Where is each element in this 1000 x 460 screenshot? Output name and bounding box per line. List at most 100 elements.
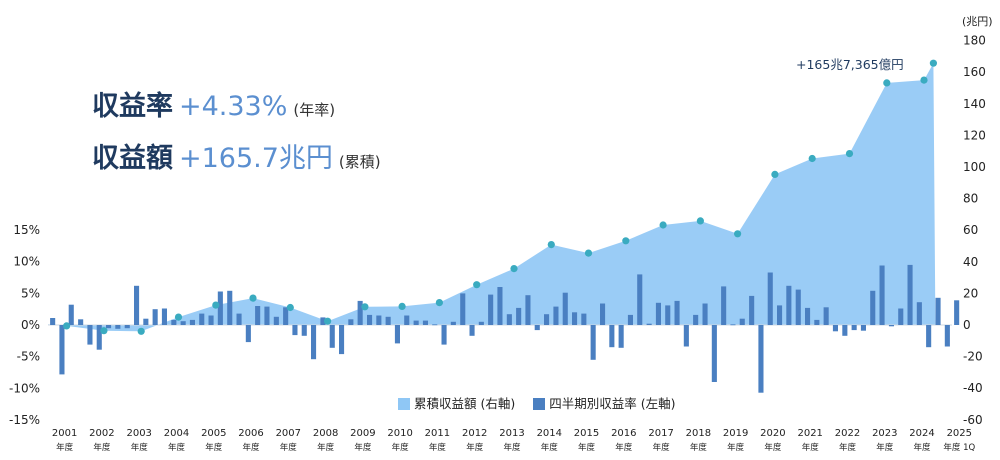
quarterly-bar-10: [143, 318, 149, 325]
x-tick-sub-17: 年度: [690, 442, 708, 453]
quarterly-bar-52: [534, 325, 540, 331]
x-tick-sub-1: 年度: [93, 442, 111, 453]
right-axis-tick-0: 180: [963, 34, 986, 48]
quarterly-bar-45: [469, 325, 475, 336]
quarterly-bar-40: [422, 320, 428, 325]
x-tick-sub-22: 年度: [876, 442, 894, 453]
quarterly-bar-97: [954, 300, 960, 325]
quarterly-bar-77: [767, 272, 773, 325]
quarterly-bar-72: [721, 286, 727, 325]
quarterly-bar-53: [544, 314, 550, 325]
quarterly-bar-57: [581, 313, 587, 325]
cumulative-point-4: [212, 301, 220, 309]
quarterly-bar-47: [488, 294, 494, 325]
left-axis-tick-0: 15%: [13, 223, 40, 237]
quarterly-bar-55: [562, 292, 568, 325]
quarterly-bar-93: [916, 302, 922, 325]
x-tick-year-15: 2016: [611, 428, 636, 439]
quarterly-bar-42: [441, 325, 447, 345]
quarterly-bar-26: [292, 325, 298, 336]
quarterly-bar-19: [227, 290, 233, 325]
x-tick-sub-7: 年度: [317, 442, 335, 453]
quarterly-bar-59: [600, 303, 606, 325]
quarterly-bar-3: [78, 319, 84, 325]
quarterly-bar-16: [199, 313, 205, 325]
x-tick-sub-14: 年度: [578, 442, 596, 453]
x-tick-sub-19: 年度: [764, 442, 782, 453]
quarterly-bar-60: [609, 325, 615, 348]
cumulative-point-3: [174, 313, 183, 321]
x-tick-year-16: 2017: [648, 428, 673, 439]
x-tick-sub-3: 年度: [168, 442, 186, 453]
quarterly-bar-39: [413, 320, 419, 325]
quarterly-bar-4: [87, 325, 93, 345]
quarterly-bar-33: [357, 300, 363, 325]
x-tick-sub-24: 年度 1Q: [943, 442, 975, 453]
quarterly-bar-64: [646, 323, 652, 325]
quarterly-bar-31: [339, 325, 345, 355]
x-tick-sub-2: 年度: [131, 442, 149, 453]
quarterly-bar-90: [888, 325, 894, 327]
right-axis-tick-8: 20: [963, 286, 978, 300]
quarterly-bar-24: [273, 316, 279, 325]
quarterly-bar-12: [161, 308, 167, 325]
x-tick-year-18: 2019: [723, 428, 748, 439]
quarterly-bar-69: [693, 314, 699, 325]
quarterly-bar-49: [506, 314, 512, 325]
quarterly-bar-74: [739, 318, 745, 325]
quarterly-bar-6: [106, 325, 112, 329]
right-axis-tick-2: 140: [963, 97, 986, 111]
quarterly-bar-73: [730, 324, 736, 326]
quarterly-bar-89: [879, 265, 885, 325]
x-tick-sub-21: 年度: [839, 442, 857, 453]
cumulative-point-18: [734, 230, 742, 238]
quarterly-bar-28: [311, 325, 317, 360]
x-tick-year-9: 2010: [387, 428, 412, 439]
left-axis-tick-2: 5%: [21, 286, 40, 300]
quarterly-bar-84: [832, 325, 838, 332]
cumulative-point-7: [324, 317, 332, 325]
quarterly-bar-58: [590, 325, 596, 360]
legend-item-quarterly: 四半期別収益率 (左軸): [533, 396, 675, 411]
quarterly-bar-20: [236, 313, 242, 325]
quarterly-bar-65: [655, 302, 661, 325]
cumulative-point-6: [286, 303, 294, 312]
cumulative-point-12: [510, 265, 518, 273]
cumulative-point-17: [696, 217, 705, 225]
x-tick-sub-10: 年度: [429, 442, 447, 453]
quarterly-bar-63: [637, 274, 643, 325]
cumulative-point-15: [622, 237, 630, 245]
cumulative-point-5: [249, 294, 257, 302]
quarterly-bar-46: [478, 321, 484, 325]
cumulative-point-23: [920, 76, 928, 84]
right-axis-tick-5: 80: [963, 192, 978, 206]
x-tick-sub-12: 年度: [503, 442, 521, 453]
cumulative-point-1: [100, 327, 108, 335]
cumulative-point-24: [929, 59, 938, 67]
quarterly-bar-30: [329, 325, 335, 348]
x-tick-year-6: 2007: [276, 428, 301, 439]
x-tick-year-24: 2025: [947, 428, 972, 439]
right-axis-tick-12: -60: [963, 413, 983, 427]
left-axis-tick-6: -15%: [9, 413, 40, 427]
quarterly-bar-86: [851, 325, 857, 331]
x-tick-year-13: 2014: [537, 428, 562, 439]
quarterly-bar-94: [926, 325, 932, 348]
x-tick-sub-20: 年度: [802, 442, 820, 453]
x-tick-sub-15: 年度: [615, 442, 633, 453]
quarterly-bar-71: [711, 325, 717, 382]
x-tick-year-3: 2004: [164, 428, 189, 439]
quarterly-bar-0: [50, 318, 56, 325]
x-tick-year-1: 2002: [89, 428, 114, 439]
quarterly-bar-18: [217, 291, 223, 325]
right-axis-tick-9: 0: [963, 318, 971, 332]
quarterly-bar-11: [152, 309, 158, 325]
right-axis-tick-6: 60: [963, 223, 978, 237]
x-tick-year-2: 2003: [126, 428, 151, 439]
x-tick-year-22: 2023: [872, 428, 897, 439]
quarterly-bar-7: [115, 325, 121, 329]
x-tick-sub-6: 年度: [280, 442, 298, 453]
x-tick-sub-8: 年度: [354, 442, 372, 453]
quarterly-bar-87: [860, 325, 866, 331]
right-axis-tick-10: -20: [963, 350, 983, 364]
